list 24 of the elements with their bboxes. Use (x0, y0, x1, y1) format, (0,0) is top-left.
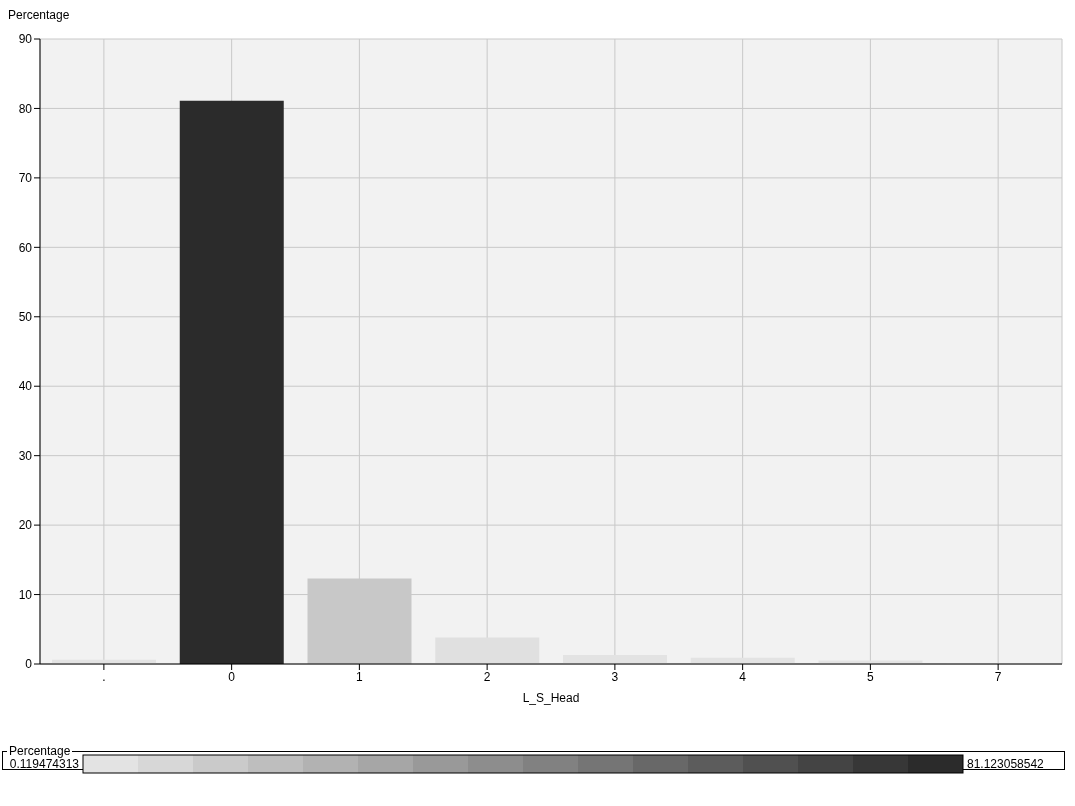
y-tick-label: 50 (18, 310, 33, 325)
x-tick-label: 4 (739, 669, 747, 684)
x-tick-label: 3 (611, 669, 619, 684)
y-tick-label: 20 (18, 518, 33, 533)
y-tick-label: 70 (18, 171, 33, 186)
x-tick-label: 0 (228, 669, 236, 684)
text: 81.123058542 (967, 756, 1045, 771)
y-axis-title: Percentage (8, 8, 70, 22)
x-tick-label: 1 (356, 669, 364, 684)
x-tick-label: 7 (994, 669, 1002, 684)
y-tick-label: 10 (18, 587, 33, 602)
y-tick-label: 40 (18, 379, 33, 394)
y-tick-label: 80 (18, 101, 33, 116)
y-tick-label: 30 (18, 448, 33, 463)
x-tick-label: 5 (867, 669, 875, 684)
x-tick-label: . (102, 669, 106, 684)
y-tick-label: 90 (18, 32, 33, 47)
y-tick-label: 60 (18, 240, 33, 255)
bar (435, 637, 540, 664)
color-bar-title: Percentage (8, 744, 72, 758)
bar (179, 100, 284, 664)
x-axis-title: L_S_Head (522, 691, 580, 705)
y-tick-label: 0 (25, 657, 33, 672)
x-tick-label: 2 (483, 669, 491, 684)
